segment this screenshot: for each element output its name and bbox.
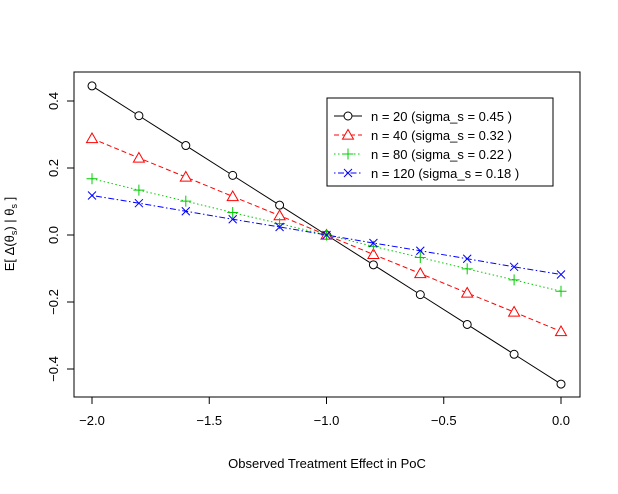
data-point bbox=[87, 81, 97, 91]
data-point bbox=[508, 274, 520, 286]
y-tick-label: −0.4 bbox=[46, 356, 61, 382]
marker-bg bbox=[507, 305, 521, 317]
legend-marker bbox=[341, 128, 355, 140]
data-point bbox=[181, 206, 191, 216]
data-point bbox=[509, 349, 519, 359]
legend-marker bbox=[342, 148, 354, 160]
data-point bbox=[414, 251, 426, 263]
data-point bbox=[415, 246, 425, 256]
data-point bbox=[322, 230, 331, 240]
marker-bg bbox=[226, 189, 240, 202]
data-point bbox=[462, 319, 472, 329]
series-layer bbox=[85, 81, 568, 389]
data-point bbox=[132, 151, 146, 163]
x-axis: −2.0 −1.5 −1.0 −0.5 0.0 bbox=[79, 396, 570, 428]
data-point bbox=[85, 132, 99, 144]
legend-box bbox=[326, 97, 554, 187]
y-tick-label: 0.4 bbox=[46, 92, 61, 110]
data-point bbox=[275, 222, 284, 232]
marker-bg bbox=[413, 267, 427, 279]
data-point bbox=[509, 262, 519, 272]
data-point bbox=[227, 207, 239, 219]
data-point bbox=[134, 198, 144, 208]
data-point bbox=[554, 324, 568, 337]
legend-marker bbox=[343, 111, 353, 121]
data-point bbox=[555, 285, 567, 297]
data-point bbox=[556, 379, 566, 389]
data-point bbox=[134, 111, 144, 121]
y-tick-label: 0.2 bbox=[46, 159, 61, 177]
data-point bbox=[507, 305, 521, 317]
data-point bbox=[180, 195, 192, 207]
data-point bbox=[460, 286, 474, 298]
legend-item: n = 120 (sigma_s = 0.18 ) bbox=[334, 166, 519, 181]
x-axis-title: Observed Treatment Effect in PoC bbox=[228, 456, 426, 471]
marker-bg bbox=[554, 324, 568, 337]
x-tick-label: −1.5 bbox=[196, 413, 222, 428]
data-point bbox=[228, 214, 238, 224]
data-point bbox=[179, 170, 193, 182]
x-tick-label: −2.0 bbox=[79, 413, 105, 428]
series-line bbox=[91, 138, 562, 332]
marker-bg bbox=[132, 151, 146, 163]
x-tick-label: −0.5 bbox=[431, 413, 457, 428]
legend-marker bbox=[343, 168, 353, 178]
marker-bg bbox=[179, 170, 193, 182]
data-point bbox=[369, 238, 378, 248]
legend-label: n = 40 (sigma_s = 0.32 ) bbox=[371, 128, 512, 143]
x-tick-label: 0.0 bbox=[552, 413, 570, 428]
y-tick-label: −0.2 bbox=[46, 289, 61, 315]
data-point bbox=[556, 270, 566, 279]
data-point bbox=[461, 263, 473, 275]
x-tick-label: −1.0 bbox=[314, 413, 340, 428]
data-point bbox=[462, 254, 472, 264]
data-point bbox=[367, 247, 380, 260]
marker-bg bbox=[460, 286, 474, 298]
legend-item: n = 80 (sigma_s = 0.22 ) bbox=[334, 147, 512, 162]
data-point bbox=[133, 184, 145, 196]
y-tick-label: 0.0 bbox=[46, 226, 61, 244]
legend-label: n = 120 (sigma_s = 0.18 ) bbox=[371, 166, 519, 181]
legend-label: n = 80 (sigma_s = 0.22 ) bbox=[371, 147, 512, 162]
marker-bg bbox=[85, 132, 99, 144]
data-point bbox=[226, 189, 240, 202]
y-axis: −0.4 −0.2 0.0 0.2 0.4 bbox=[46, 92, 75, 382]
data-point bbox=[181, 141, 191, 151]
legend-item: n = 20 (sigma_s = 0.45 ) bbox=[334, 109, 512, 124]
legend-item: n = 40 (sigma_s = 0.32 ) bbox=[334, 128, 512, 143]
data-point bbox=[368, 260, 378, 270]
data-point bbox=[228, 170, 238, 180]
y-axis-title: E[ Δ(θs) | θs ] bbox=[2, 197, 19, 272]
data-point bbox=[87, 191, 97, 200]
data-point bbox=[413, 267, 427, 279]
legend: n = 20 (sigma_s = 0.45 ) n = 40 (sigma_s … bbox=[326, 97, 554, 187]
data-point bbox=[86, 173, 98, 185]
legend-label: n = 20 (sigma_s = 0.45 ) bbox=[371, 109, 512, 124]
data-point bbox=[415, 290, 425, 300]
series-4 bbox=[87, 191, 566, 279]
